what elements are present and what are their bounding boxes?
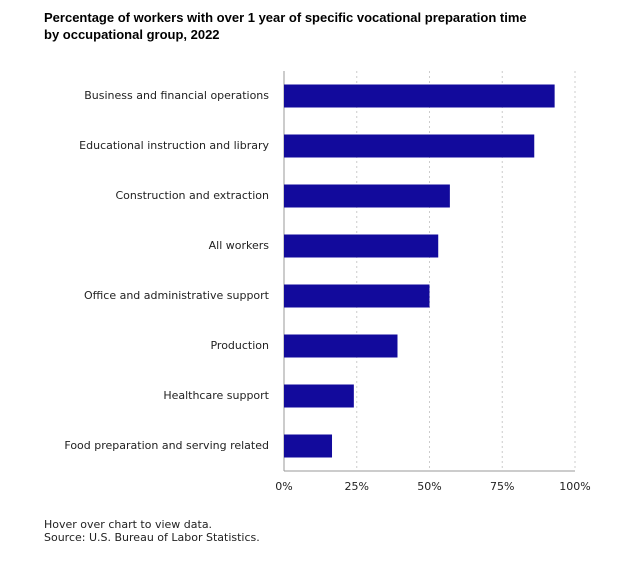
y-tick-label: Production xyxy=(210,339,269,352)
y-tick-label: Educational instruction and library xyxy=(79,139,269,152)
chart: 0% 25% 50% 75% 100% Business and financial op… xyxy=(64,71,591,493)
x-tick-label: 75% xyxy=(490,480,514,493)
y-tick-label: Food preparation and serving related xyxy=(64,439,269,452)
bar xyxy=(284,284,430,308)
source: Source: U.S. Bureau of Labor Statistics. xyxy=(44,531,260,544)
chart-title: Percentage of workers with over 1 year o… xyxy=(44,10,527,42)
bar xyxy=(284,184,450,208)
y-tick-label: Office and administrative support xyxy=(84,289,270,302)
y-tick-label: Construction and extraction xyxy=(115,189,269,202)
bar xyxy=(284,234,439,258)
x-tick-label: 25% xyxy=(345,480,369,493)
y-tick-label: All workers xyxy=(209,239,270,252)
bar xyxy=(284,434,333,458)
x-tick-label: 0% xyxy=(275,480,292,493)
bar xyxy=(284,84,555,108)
footnote: Hover over chart to view data. xyxy=(44,518,213,531)
bar xyxy=(284,134,535,158)
bar xyxy=(284,334,398,358)
y-tick-label: Business and financial operations xyxy=(84,89,269,102)
x-tick-label: 50% xyxy=(417,480,441,493)
y-tick-label: Healthcare support xyxy=(163,389,269,402)
bar xyxy=(284,384,354,408)
x-tick-label: 100% xyxy=(559,480,590,493)
